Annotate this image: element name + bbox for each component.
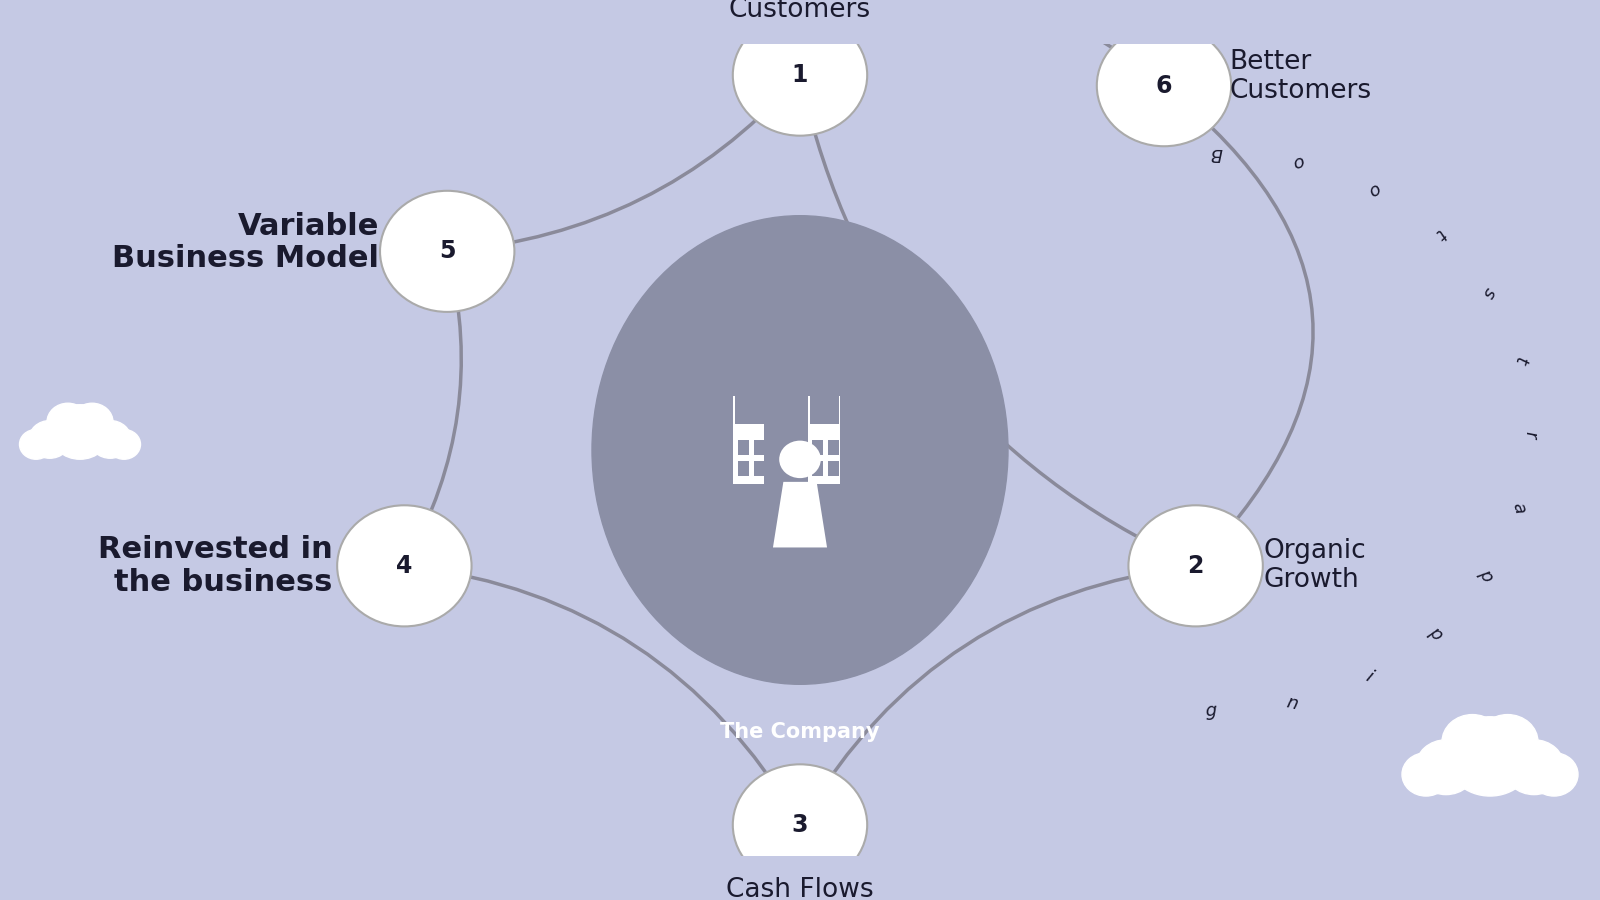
Text: t: t (1510, 356, 1530, 367)
FancyArrowPatch shape (800, 77, 1189, 563)
Ellipse shape (592, 216, 1008, 684)
Bar (738, 461, 749, 476)
Circle shape (733, 764, 867, 886)
Circle shape (50, 405, 110, 459)
Bar (733, 396, 765, 484)
Circle shape (90, 420, 131, 458)
Circle shape (779, 441, 821, 478)
Circle shape (1442, 715, 1502, 770)
Circle shape (1416, 740, 1477, 795)
Circle shape (338, 505, 472, 626)
Circle shape (1402, 752, 1450, 796)
Bar (827, 440, 838, 455)
Text: 1: 1 (792, 63, 808, 87)
FancyArrowPatch shape (406, 257, 461, 563)
Bar (808, 396, 840, 484)
Circle shape (29, 420, 70, 458)
Text: The Company: The Company (720, 722, 880, 742)
Text: s: s (1478, 284, 1499, 302)
Circle shape (1477, 715, 1538, 770)
Text: o: o (1365, 179, 1382, 200)
Bar (810, 396, 838, 424)
Circle shape (1128, 505, 1262, 626)
Bar (734, 396, 763, 424)
Circle shape (1504, 740, 1565, 795)
Bar (811, 440, 822, 455)
Bar (738, 440, 749, 455)
Text: i: i (1362, 668, 1376, 686)
Bar (754, 461, 765, 476)
FancyArrowPatch shape (1166, 87, 1314, 561)
Circle shape (19, 429, 53, 459)
Circle shape (1446, 716, 1534, 796)
Text: Variable
Business Model: Variable Business Model (112, 212, 379, 273)
FancyArrowPatch shape (411, 562, 798, 823)
Text: Better
Customers: Better Customers (1229, 50, 1371, 104)
Text: p: p (1475, 566, 1496, 585)
FancyArrowPatch shape (803, 566, 1194, 819)
Circle shape (381, 191, 515, 312)
Text: Customers: Customers (730, 0, 870, 22)
Text: B: B (1210, 144, 1222, 162)
Text: Reinvested in
the business: Reinvested in the business (98, 536, 333, 597)
Text: Organic
Growth: Organic Growth (1264, 538, 1366, 593)
Text: t: t (1430, 225, 1448, 243)
Text: r: r (1522, 431, 1539, 438)
Text: g: g (1205, 702, 1216, 720)
Text: 6: 6 (1155, 74, 1173, 98)
Text: n: n (1285, 694, 1299, 714)
Text: 4: 4 (397, 554, 413, 578)
Polygon shape (773, 482, 827, 547)
Text: 5: 5 (438, 239, 456, 264)
Bar (754, 440, 765, 455)
Circle shape (1098, 25, 1232, 146)
Text: a: a (1509, 500, 1528, 516)
Circle shape (1530, 752, 1578, 796)
Circle shape (107, 429, 141, 459)
Text: o: o (1290, 151, 1306, 172)
FancyArrowPatch shape (802, 7, 1158, 81)
Circle shape (70, 403, 114, 441)
Text: Cash Flows: Cash Flows (726, 878, 874, 900)
Text: 2: 2 (1187, 554, 1203, 578)
FancyArrowPatch shape (450, 80, 795, 251)
Circle shape (46, 403, 90, 441)
Bar (811, 461, 822, 476)
Circle shape (733, 14, 867, 136)
Bar (827, 461, 838, 476)
Text: 3: 3 (792, 813, 808, 837)
Text: p: p (1424, 623, 1445, 644)
